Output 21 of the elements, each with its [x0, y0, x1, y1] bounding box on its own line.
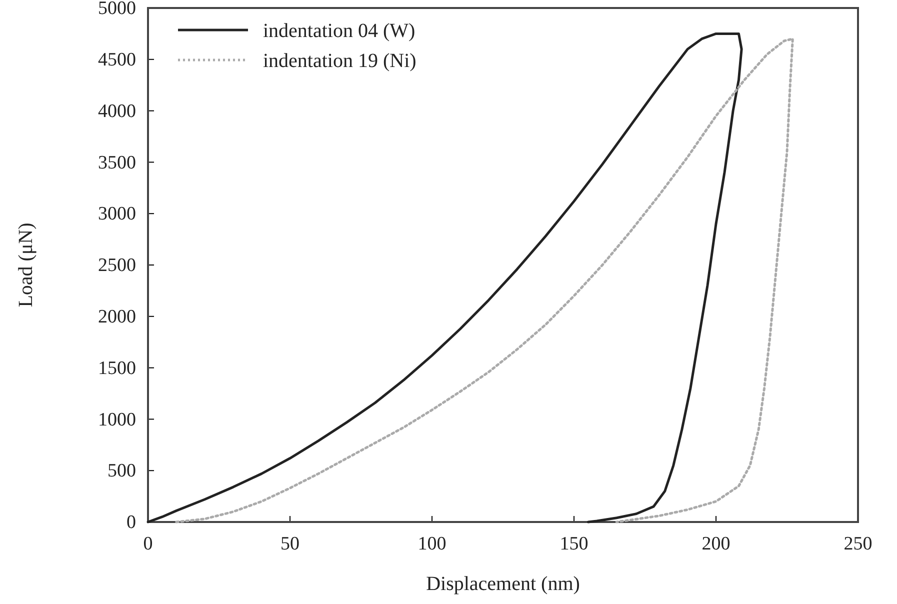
x-tick-label: 100 — [418, 533, 446, 554]
y-tick-label: 500 — [108, 460, 136, 482]
x-tick-label: 0 — [143, 533, 153, 554]
y-tick-label: 2500 — [98, 255, 136, 276]
x-tick-label: 200 — [702, 533, 730, 554]
x-tick-label: 250 — [844, 533, 872, 554]
y-tick-label: 3500 — [98, 152, 136, 174]
y-tick-label: 0 — [126, 512, 136, 534]
y-tick-label: 4000 — [98, 100, 136, 122]
legend-label: indentation 19 (Ni) — [263, 50, 416, 72]
x-tick-label: 50 — [280, 533, 300, 554]
y-tick-label: 3000 — [98, 204, 136, 225]
y-axis-title: Load (μN) — [15, 222, 37, 308]
y-tick-label: 2000 — [98, 306, 136, 328]
x-axis-title: Displacement (nm) — [426, 573, 580, 595]
y-tick-label: 4500 — [98, 49, 136, 70]
y-tick-label: 5000 — [98, 0, 136, 20]
legend-label: indentation 04 (W) — [263, 20, 416, 42]
y-tick-label: 1500 — [98, 358, 136, 379]
y-tick-label: 1000 — [98, 409, 136, 430]
x-tick-label: 150 — [560, 533, 588, 554]
